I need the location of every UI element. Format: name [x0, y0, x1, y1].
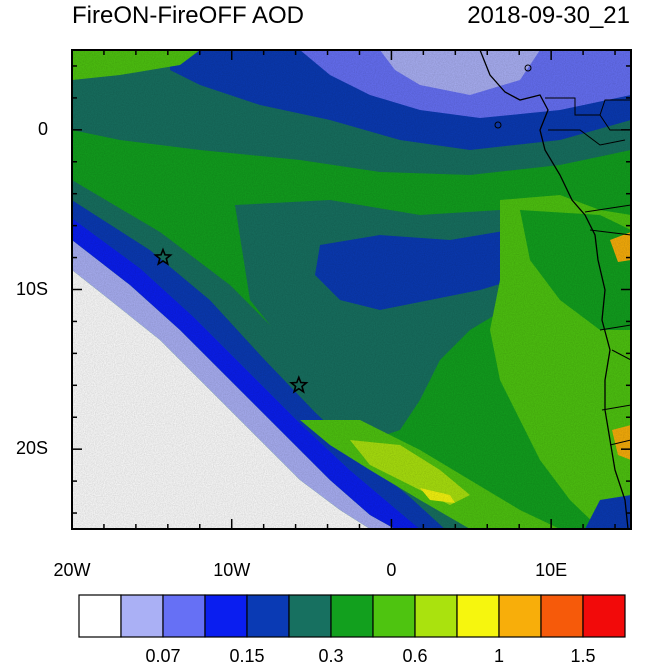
star-marker [153, 247, 173, 266]
colorbar-bin [498, 594, 542, 638]
axis-ticks [71, 50, 631, 529]
colorbar-label: 0.6 [402, 646, 428, 666]
map-title: FireON-FireOFF AOD [72, 2, 304, 29]
colorbar-bin [246, 594, 290, 638]
map-timestamp: 2018-09-30_21 [467, 2, 630, 29]
field-texture [72, 50, 631, 529]
marker-layer [153, 247, 309, 394]
y-tick-label: 20S [15, 438, 48, 459]
aod-field [72, 50, 631, 529]
x-tick-label: 20W [53, 560, 91, 580]
colorbar-label: 1 [493, 646, 504, 666]
colorbar-bin [372, 594, 416, 638]
colorbar-bin [78, 594, 122, 638]
star-marker [289, 375, 309, 394]
colorbar-label: 0.15 [229, 646, 265, 666]
colorbar [78, 594, 626, 638]
x-tick-label: 10W [213, 560, 251, 580]
x-tick-label: 10E [535, 560, 568, 580]
colorbar-label: 1.5 [570, 646, 596, 666]
islands [494, 64, 532, 129]
colorbar-label: 0.3 [318, 646, 344, 666]
colorbar-bin [414, 594, 458, 638]
colorbar-bin [120, 594, 164, 638]
colorbar-bin [456, 594, 500, 638]
x-tick-label: 0 [386, 560, 397, 580]
colorbar-bin [288, 594, 332, 638]
colorbar-bin [330, 594, 374, 638]
colorbar-bin [540, 594, 584, 638]
colorbar-bin [162, 594, 206, 638]
colorbar-bin [204, 594, 248, 638]
country-borders [545, 97, 631, 446]
colorbar-label: 0.07 [145, 646, 181, 666]
african-coastline [479, 50, 629, 529]
colorbar-bin [582, 594, 626, 638]
y-tick-label: 10S [15, 278, 48, 299]
y-tick-label: 0 [37, 118, 48, 139]
